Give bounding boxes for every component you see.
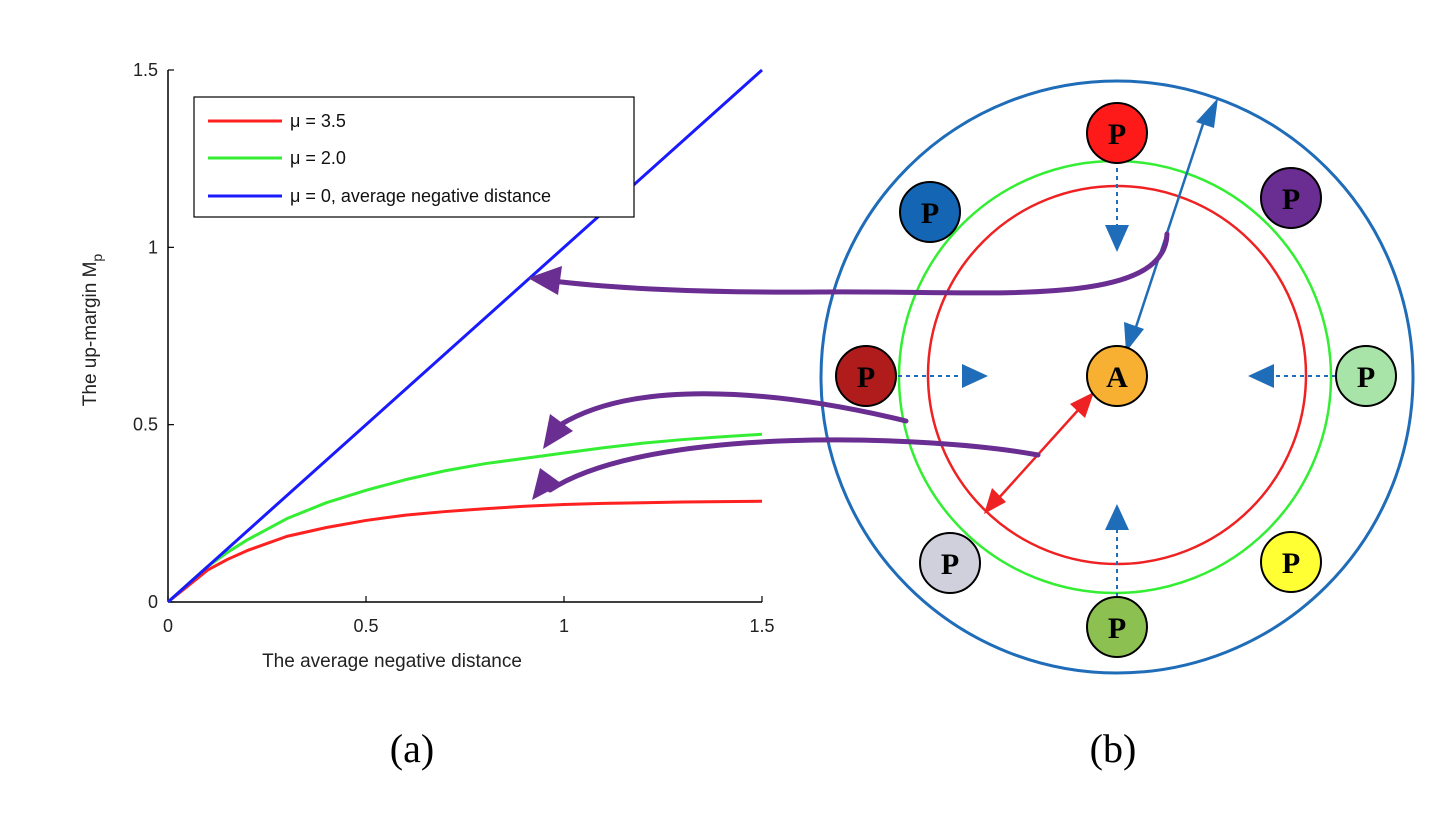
outer-circle	[819, 79, 1415, 675]
annotation-arrow-upper	[550, 231, 1170, 296]
legend-label-1: μ = 3.5	[290, 111, 346, 131]
annotation-arrow-middle	[557, 391, 909, 428]
dotted-arrowhead-right	[1248, 364, 1274, 388]
annotation-arrowhead-middle	[543, 414, 573, 449]
positive-node-6: P	[919, 532, 981, 594]
annotation-arrows	[547, 231, 1170, 493]
series-line-1	[167, 499, 763, 604]
series-line-3	[166, 68, 764, 604]
series-line-2	[166, 432, 763, 604]
x-tick-label: 0	[163, 616, 173, 636]
positive-node-label: P	[941, 548, 959, 581]
positive-node-label: P	[1282, 183, 1300, 216]
x-tick-label: 1.5	[749, 616, 774, 636]
positive-node-circle	[1086, 596, 1148, 658]
dotted-arrowhead-top	[1105, 225, 1129, 252]
positive-node-circle	[1335, 345, 1397, 407]
positive-node-8: P	[899, 181, 961, 243]
x-tick-label: 0.5	[353, 616, 378, 636]
positive-node-5: P	[1086, 596, 1148, 658]
annotation-arrow-lower	[547, 437, 1041, 493]
y-axis-label: The up-margin Mp	[80, 254, 105, 407]
outer-radius-line	[1133, 117, 1207, 331]
positive-node-label: P	[1108, 612, 1126, 645]
red-radius-arrowhead-bottom	[984, 488, 1006, 514]
diagram-panel: A P P P P P P P P	[528, 79, 1415, 675]
positive-node-1: P	[1086, 102, 1148, 164]
outer-radius-arrow	[1124, 98, 1218, 352]
positive-node-7: P	[835, 345, 897, 407]
positive-node-label: P	[857, 361, 875, 394]
positive-node-circle	[899, 181, 961, 243]
chart-panel: 0 0.5 1 1.5 0 0.5 1 1.5 μ = 3.5 μ = 2.0 μ = 0, …	[80, 60, 775, 672]
node-anchor: A	[1086, 345, 1148, 407]
anchor-label: A	[1106, 361, 1128, 394]
legend: μ = 3.5 μ = 2.0 μ = 0, average negative …	[193, 96, 635, 218]
positive-node-3: P	[1335, 345, 1397, 407]
positive-nodes: P P P P P P P P	[835, 102, 1397, 658]
y-tick-label: 0	[148, 592, 158, 612]
anchor-circle	[1086, 345, 1148, 407]
annotation-arrowhead-lower	[532, 468, 562, 500]
annotation-arrowheads	[528, 266, 573, 500]
outer-radius-arrowhead-top	[1196, 98, 1218, 128]
positive-node-label: P	[1357, 361, 1375, 394]
axis-ticks: 0 0.5 1 1.5 0 0.5 1 1.5	[133, 60, 775, 636]
positive-node-circle	[1260, 531, 1322, 593]
legend-label-2: μ = 2.0	[290, 148, 346, 168]
caption-a: (a)	[390, 726, 434, 771]
dotted-arrows	[898, 160, 1336, 597]
y-axis-label-main: The up-margin M	[80, 262, 101, 407]
series-layer	[166, 68, 764, 604]
x-axis-label: The average negative distance	[262, 651, 522, 672]
dotted-arrowhead-left	[962, 364, 988, 388]
red-radius-arrowhead-top	[1070, 392, 1094, 418]
annotation-arrowhead-upper	[528, 266, 562, 295]
caption-b: (b)	[1090, 726, 1137, 771]
legend-label-3: μ = 0, average negative distance	[290, 186, 551, 206]
positive-node-circle	[919, 532, 981, 594]
y-axis-label-subscript: p	[89, 254, 105, 262]
dotted-arrowheads	[962, 225, 1274, 530]
y-tick-label: 1.5	[133, 60, 158, 80]
positive-node-circle	[1260, 167, 1322, 229]
x-tick-label: 1	[559, 616, 569, 636]
positive-node-circle	[1086, 102, 1148, 164]
y-tick-label: 0.5	[133, 415, 158, 435]
y-tick-label: 1	[148, 237, 158, 257]
positive-node-4: P	[1260, 531, 1322, 593]
positive-node-label: P	[921, 197, 939, 230]
positive-node-2: P	[1260, 167, 1322, 229]
positive-node-circle	[835, 345, 897, 407]
positive-node-label: P	[1282, 547, 1300, 580]
positive-node-label: P	[1108, 118, 1126, 151]
dotted-arrowhead-bottom	[1105, 504, 1129, 530]
outer-radius-arrowhead-bottom	[1124, 322, 1144, 352]
